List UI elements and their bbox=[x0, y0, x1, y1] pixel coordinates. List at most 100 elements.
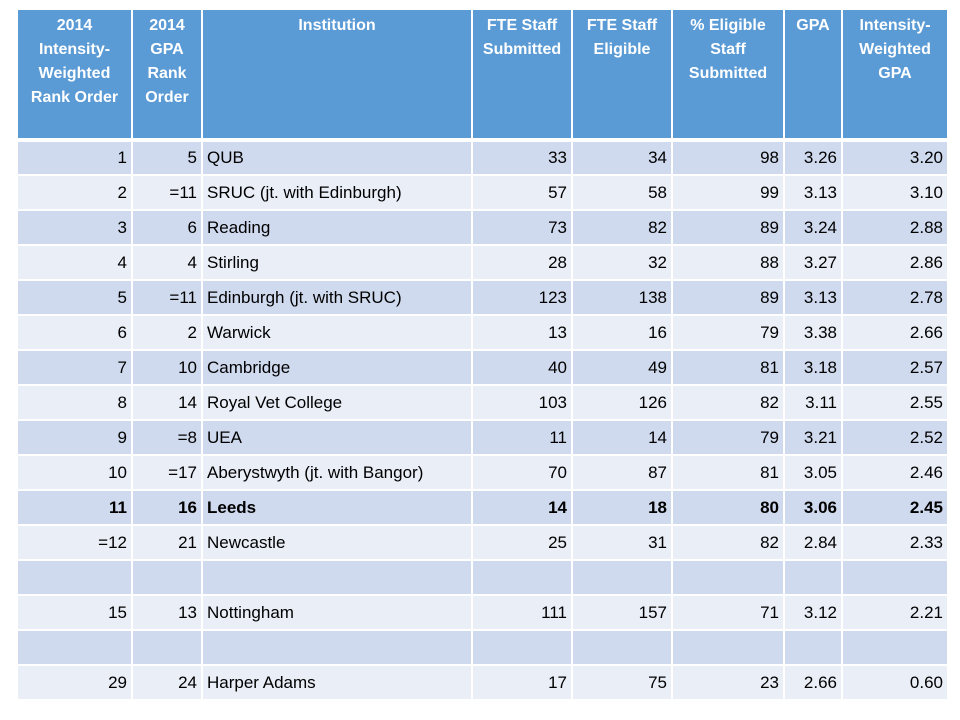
cell-fte-eligible: 18 bbox=[572, 490, 673, 526]
cell-gpa-rank: 4 bbox=[132, 245, 203, 281]
cell-institution: Royal Vet College bbox=[202, 385, 473, 421]
header-institution: Institution bbox=[202, 10, 473, 142]
cell-institution: SRUC (jt. with Edinburgh) bbox=[202, 175, 473, 211]
cell-iw-rank bbox=[18, 560, 133, 596]
cell-gpa-rank: 24 bbox=[132, 665, 203, 701]
cell-iw-rank: 15 bbox=[18, 595, 133, 631]
header-gpa-rank: 2014 GPA Rank Order bbox=[132, 10, 203, 142]
cell-gpa-rank: =11 bbox=[132, 280, 203, 316]
cell-pct-submitted: 89 bbox=[672, 280, 785, 316]
cell-institution: Nottingham bbox=[202, 595, 473, 631]
cell-institution: Newcastle bbox=[202, 525, 473, 561]
cell-fte-eligible: 31 bbox=[572, 525, 673, 561]
cell-iw-gpa: 2.78 bbox=[842, 280, 949, 316]
cell-institution: Edinburgh (jt. with SRUC) bbox=[202, 280, 473, 316]
cell-fte-eligible: 32 bbox=[572, 245, 673, 281]
cell-pct-submitted bbox=[672, 560, 785, 596]
cell-iw-rank: 10 bbox=[18, 455, 133, 491]
cell-gpa bbox=[784, 560, 843, 596]
cell-iw-rank: 5 bbox=[18, 280, 133, 316]
cell-iw-gpa: 2.55 bbox=[842, 385, 949, 421]
cell-pct-submitted: 81 bbox=[672, 350, 785, 386]
cell-iw-rank: 9 bbox=[18, 420, 133, 456]
cell-gpa-rank: 10 bbox=[132, 350, 203, 386]
cell-fte-eligible bbox=[572, 630, 673, 666]
cell-fte-eligible: 49 bbox=[572, 350, 673, 386]
table-row: 7 10 Cambridge 40 49 81 3.18 2.57 bbox=[18, 350, 949, 386]
cell-institution: Stirling bbox=[202, 245, 473, 281]
cell-gpa: 3.18 bbox=[784, 350, 843, 386]
cell-iw-rank: 2 bbox=[18, 175, 133, 211]
cell-iw-gpa: 2.86 bbox=[842, 245, 949, 281]
table-row: 8 14 Royal Vet College 103 126 82 3.11 2.55 bbox=[18, 385, 949, 421]
cell-iw-gpa: 2.46 bbox=[842, 455, 949, 491]
cell-pct-submitted: 71 bbox=[672, 595, 785, 631]
cell-gpa-rank: 5 bbox=[132, 140, 203, 176]
cell-iw-gpa: 2.52 bbox=[842, 420, 949, 456]
cell-gpa: 3.38 bbox=[784, 315, 843, 351]
cell-pct-submitted: 82 bbox=[672, 385, 785, 421]
cell-pct-submitted: 80 bbox=[672, 490, 785, 526]
cell-gpa: 3.21 bbox=[784, 420, 843, 456]
cell-iw-gpa: 2.66 bbox=[842, 315, 949, 351]
cell-gpa: 3.05 bbox=[784, 455, 843, 491]
header-gpa: GPA bbox=[784, 10, 843, 142]
cell-iw-gpa: 2.45 bbox=[842, 490, 949, 526]
cell-gpa: 2.66 bbox=[784, 665, 843, 701]
cell-iw-gpa bbox=[842, 630, 949, 666]
cell-iw-gpa: 2.57 bbox=[842, 350, 949, 386]
header-iw-rank: 2014 Intensity-Weighted Rank Order bbox=[18, 10, 133, 142]
cell-iw-rank: 4 bbox=[18, 245, 133, 281]
cell-gpa: 3.26 bbox=[784, 140, 843, 176]
cell-gpa-rank: =8 bbox=[132, 420, 203, 456]
cell-iw-rank: 11 bbox=[18, 490, 133, 526]
cell-institution: UEA bbox=[202, 420, 473, 456]
header-row: 2014 Intensity-Weighted Rank Order 2014 … bbox=[18, 10, 949, 142]
cell-gpa-rank: 21 bbox=[132, 525, 203, 561]
cell-gpa-rank: 16 bbox=[132, 490, 203, 526]
cell-gpa: 2.84 bbox=[784, 525, 843, 561]
table-row: 11 16 Leeds 14 18 80 3.06 2.45 bbox=[18, 490, 949, 526]
cell-iw-rank: 8 bbox=[18, 385, 133, 421]
cell-iw-rank bbox=[18, 630, 133, 666]
cell-iw-rank: 1 bbox=[18, 140, 133, 176]
table-row: 6 2 Warwick 13 16 79 3.38 2.66 bbox=[18, 315, 949, 351]
cell-iw-gpa: 3.20 bbox=[842, 140, 949, 176]
cell-iw-gpa: 3.10 bbox=[842, 175, 949, 211]
table-row: 1 5 QUB 33 34 98 3.26 3.20 bbox=[18, 140, 949, 176]
cell-fte-eligible: 82 bbox=[572, 210, 673, 246]
cell-fte-eligible: 58 bbox=[572, 175, 673, 211]
cell-fte-submitted: 17 bbox=[472, 665, 573, 701]
cell-fte-eligible: 75 bbox=[572, 665, 673, 701]
cell-fte-submitted: 13 bbox=[472, 315, 573, 351]
cell-fte-eligible: 87 bbox=[572, 455, 673, 491]
table-row: 10 =17 Aberystwyth (jt. with Bangor) 70 87 81… bbox=[18, 455, 949, 491]
cell-institution: QUB bbox=[202, 140, 473, 176]
cell-pct-submitted: 79 bbox=[672, 315, 785, 351]
cell-pct-submitted: 98 bbox=[672, 140, 785, 176]
table-body: 1 5 QUB 33 34 98 3.26 3.20 2 =11 SRUC (jt. with Ed… bbox=[18, 140, 949, 701]
cell-institution: Warwick bbox=[202, 315, 473, 351]
cell-gpa-rank bbox=[132, 630, 203, 666]
cell-gpa-rank: 6 bbox=[132, 210, 203, 246]
cell-fte-eligible: 14 bbox=[572, 420, 673, 456]
table-row: 4 4 Stirling 28 32 88 3.27 2.86 bbox=[18, 245, 949, 281]
cell-fte-eligible: 157 bbox=[572, 595, 673, 631]
cell-pct-submitted: 81 bbox=[672, 455, 785, 491]
cell-fte-submitted: 25 bbox=[472, 525, 573, 561]
cell-fte-submitted: 123 bbox=[472, 280, 573, 316]
rankings-table: 2014 Intensity-Weighted Rank Order 2014 … bbox=[18, 10, 949, 701]
table-row: 2 =11 SRUC (jt. with Edinburgh) 57 58 99 3.13 3… bbox=[18, 175, 949, 211]
cell-institution: Aberystwyth (jt. with Bangor) bbox=[202, 455, 473, 491]
cell-iw-gpa bbox=[842, 560, 949, 596]
cell-gpa-rank: 14 bbox=[132, 385, 203, 421]
cell-gpa: 3.24 bbox=[784, 210, 843, 246]
cell-fte-eligible: 126 bbox=[572, 385, 673, 421]
cell-pct-submitted: 88 bbox=[672, 245, 785, 281]
cell-fte-submitted: 57 bbox=[472, 175, 573, 211]
cell-iw-rank: =12 bbox=[18, 525, 133, 561]
cell-fte-submitted bbox=[472, 630, 573, 666]
cell-gpa-rank: 13 bbox=[132, 595, 203, 631]
cell-fte-submitted: 33 bbox=[472, 140, 573, 176]
cell-gpa bbox=[784, 630, 843, 666]
